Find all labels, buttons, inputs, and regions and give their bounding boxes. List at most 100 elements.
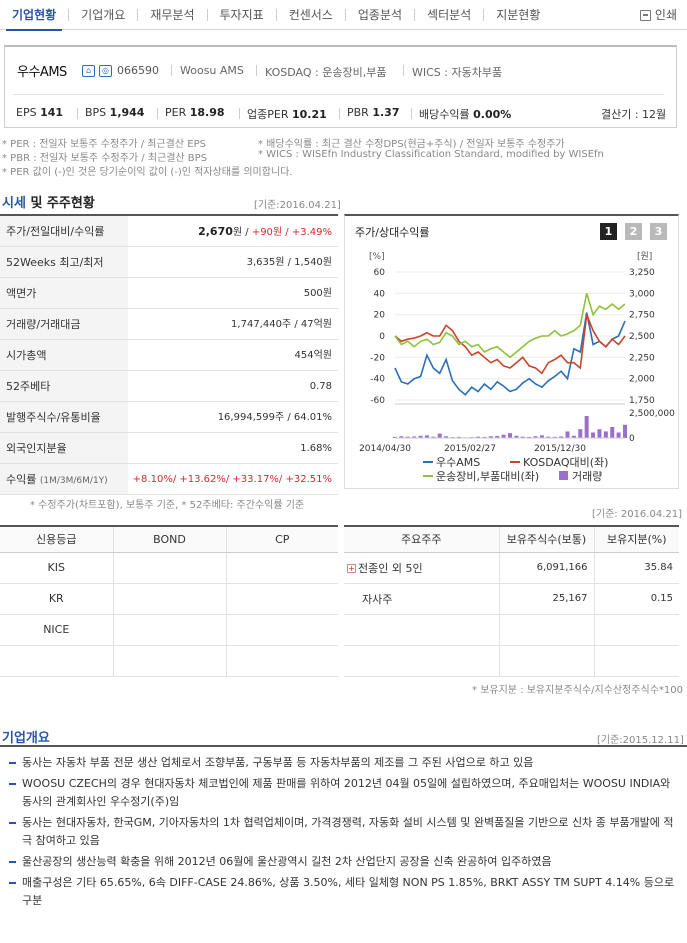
volume-tick-label: 2,500,000: [629, 409, 675, 419]
overview-list: 동사는 자동차 부품 전문 생산 업체로서 조향부품, 구동부품 등 자동차부품…: [8, 754, 680, 913]
volume-bar: [444, 436, 449, 438]
table-row: 거래량/거래대금 1,747,440주 / 47억원: [0, 309, 338, 340]
homepage-icon[interactable]: ◎: [99, 65, 112, 77]
table-row: 52주베타 0.78: [0, 371, 338, 402]
volume-bar: [399, 436, 404, 438]
note-per: * PER : 전일자 보통주 수정주가 / 최근결산 EPS: [2, 139, 206, 150]
column-header: BOND: [113, 526, 227, 553]
y-left-tick-label: 60: [374, 268, 386, 278]
chart-button-3[interactable]: 3: [650, 223, 667, 240]
volume-tick-label: 0: [629, 434, 635, 444]
note-dividend: * 배당수익률 : 최근 결산 수정DPS(현금+주식) / 전일자 보통주 수…: [258, 139, 565, 150]
meta-divider: [256, 65, 257, 76]
holder-footnote: * 보유지분 : 보유지분주식수/지수산정주식수*100: [472, 685, 683, 696]
row-label: 수익률 (1M/3M/6M/1Y): [0, 464, 128, 494]
x-tick-label: 2015/02/27: [444, 444, 496, 454]
volume-bar: [610, 427, 615, 438]
y-left-tick-label: -20: [370, 353, 385, 363]
table-header-row: 신용등급 BOND CP: [0, 526, 338, 553]
volume-bar: [571, 435, 576, 438]
price-chart: [%] [원] 60 3,250 40 3,000 20 2,750 0 2,500 -20 2,25…: [359, 251, 675, 483]
tab-ownership[interactable]: 지분현황: [496, 7, 541, 22]
volume-bar: [533, 436, 538, 438]
volume-bar: [527, 436, 532, 438]
table-cell: [344, 614, 500, 646]
y-left-tick-label: -40: [370, 375, 385, 385]
volume-bar: [565, 431, 570, 438]
price-section-title: 시세 및 주주현황: [2, 196, 95, 211]
note-negative-per: * PER 값이 (-)인 것은 당기순이익 값이 (-)인 적자상태를 의미합…: [2, 167, 293, 178]
table-row: KIS: [0, 552, 338, 584]
row-label: 액면가: [0, 278, 128, 308]
table-cell: 35.84: [594, 552, 679, 584]
table-cell: 6,091,166: [499, 552, 595, 584]
volume-bar: [539, 435, 544, 438]
row-label: 52Weeks 최고/최저: [0, 247, 128, 277]
home-icon[interactable]: ⌂: [82, 65, 95, 77]
tab-divider: [344, 8, 346, 21]
chart-panel-title: 주가/상대수익률: [355, 226, 430, 239]
tab-financial-analysis[interactable]: 재무분석: [150, 7, 195, 22]
row-value: 1.68%: [300, 443, 332, 454]
legend-label: 거래량: [572, 470, 602, 483]
volume-bar: [578, 429, 583, 438]
stat-divider: [339, 108, 340, 119]
list-item: 동사는 현대자동차, 한국GM, 기아자동차의 1차 협력업체이며, 가격경쟁력…: [8, 814, 680, 850]
tab-company-overview[interactable]: 기업개요: [81, 7, 126, 22]
y-right-tick-label: 2,250: [629, 353, 655, 363]
price-chart-panel: 주가/상대수익률 1 2 3 [%] [원] 60 3,250 40 3,000 20 2,7…: [344, 214, 679, 489]
price-table: 주가/전일대비/수익률 2,670원 / +90원 / +3.49% 52Wee…: [0, 214, 338, 495]
table-row: 52Weeks 최고/최저 3,635원 / 1,540원: [0, 247, 338, 278]
y-left-tick-label: 0: [379, 332, 385, 342]
row-value: 454억원: [294, 350, 333, 361]
stat-dividend-yield: 배당수익률 0.00%: [419, 108, 512, 121]
table-row: [344, 645, 679, 677]
column-header: 신용등급: [0, 526, 114, 553]
tab-divider: [414, 8, 416, 21]
chart-button-1[interactable]: 1: [600, 223, 617, 240]
table-cell: 0.15: [594, 583, 679, 615]
table-row: 발행주식수/유통비율 16,994,599주 / 64.01%: [0, 402, 338, 433]
table-cell: 25,167: [499, 583, 595, 615]
row-label: 외국인지분율: [0, 433, 128, 463]
row-label: 발행주식수/유통비율: [0, 402, 128, 432]
print-button[interactable]: 인쇄: [639, 0, 677, 30]
volume-bar: [552, 436, 557, 438]
table-row: 자사주 25,167 0.15: [344, 583, 679, 615]
tab-consensus[interactable]: 컨센서스: [288, 7, 333, 22]
credit-rating-table: 신용등급 BOND CP KIS KR NICE: [0, 525, 338, 677]
column-header: 보유지분(%): [594, 526, 679, 553]
stat-industry-per: 업종PER 10.21: [247, 108, 327, 121]
tab-investment-indicators[interactable]: 투자지표: [219, 7, 264, 22]
tab-divider: [206, 8, 208, 21]
row-value: 0.78: [309, 381, 332, 392]
volume-bar: [559, 436, 564, 438]
company-name: 우수AMS: [17, 65, 67, 80]
volume-bar: [437, 433, 442, 438]
table-cell: [499, 614, 595, 646]
tab-sector-analysis[interactable]: 섹터분석: [427, 7, 472, 22]
stat-per: PER 18.98: [165, 106, 225, 119]
volume-bar: [623, 424, 627, 438]
y-right-tick-label: 3,000: [629, 289, 655, 299]
table-row: 시가총액 454억원: [0, 340, 338, 371]
column-header: CP: [226, 526, 338, 553]
tab-industry-analysis[interactable]: 업종분석: [357, 7, 403, 22]
volume-bar: [424, 435, 429, 438]
note-pbr: * PBR : 전일자 보통주 수정주가 / 최근결산 BPS: [2, 153, 208, 164]
chart-button-2[interactable]: 2: [625, 223, 642, 240]
table-row: 액면가 500원: [0, 278, 338, 309]
table-cell[interactable]: + 전종인 외 5인: [344, 552, 500, 584]
price-footnote: * 수정주가(차트포함), 보통주 기준, * 52주베타: 주간수익률 기준: [30, 500, 305, 511]
table-row: 주가/전일대비/수익률 2,670원 / +90원 / +3.49%: [0, 216, 338, 247]
expand-plus-icon[interactable]: +: [347, 564, 356, 573]
row-value: 500원: [303, 288, 332, 299]
volume-bar: [597, 429, 602, 438]
tab-company-status[interactable]: 기업현황: [0, 0, 68, 31]
list-item: 동사는 자동차 부품 전문 생산 업체로서 조향부품, 구동부품 등 자동차부품…: [8, 754, 680, 772]
list-item: WOOSU CZECH의 경우 현대자동차 체코법인에 제품 판매를 위하여 2…: [8, 775, 680, 811]
table-row: [344, 614, 679, 646]
table-cell: [226, 614, 338, 646]
stat-divider: [411, 108, 412, 119]
y-right-tick-label: 2,500: [629, 332, 655, 342]
